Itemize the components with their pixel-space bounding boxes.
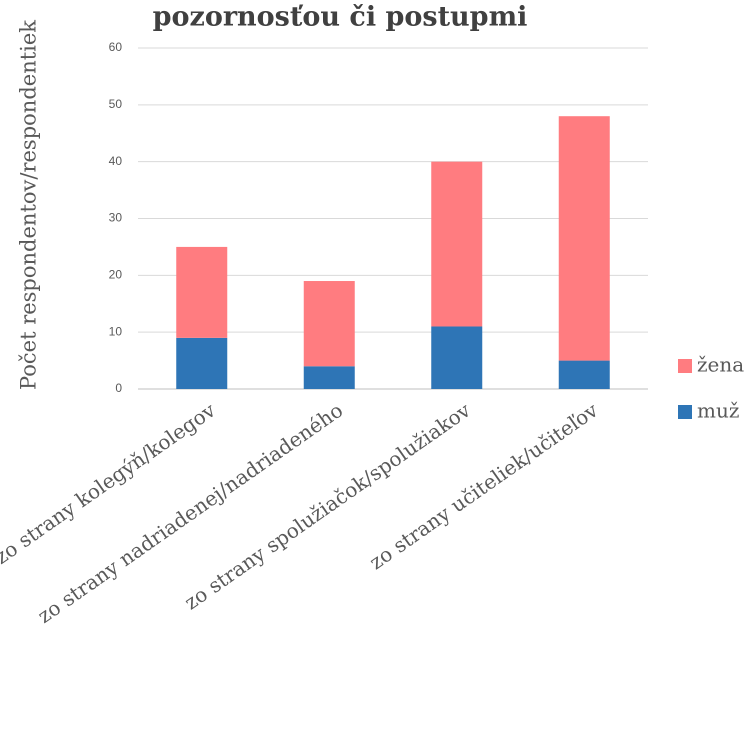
- y-tick-label: 60: [109, 40, 123, 54]
- x-tick-label: zo strany kolegýň/kolegov: [0, 398, 220, 569]
- bar-segment: [303, 366, 355, 389]
- bar-segment: [176, 337, 228, 389]
- y-tick-label: 30: [109, 211, 123, 225]
- legend-swatch: [678, 359, 692, 373]
- bar-segment: [558, 116, 610, 361]
- y-axis-label: Počet respondentov/respondentiek: [17, 20, 41, 390]
- legend-label: žena: [697, 353, 744, 377]
- bar-segment: [431, 161, 483, 327]
- legend-label: muž: [697, 399, 739, 423]
- bar-segment: [176, 246, 228, 338]
- x-tick-label: zo strany učiteliek/učiteľov: [365, 398, 603, 575]
- y-tick-label: 50: [109, 97, 123, 111]
- bar-segment: [303, 281, 355, 367]
- bar-segment: [558, 360, 610, 389]
- bar-segment: [431, 326, 483, 389]
- y-tick-label: 0: [115, 381, 122, 395]
- legend-swatch: [678, 405, 692, 419]
- chart-title: pozornosťou či postupmi: [153, 2, 528, 33]
- y-tick-label: 20: [109, 268, 123, 282]
- y-tick-label: 10: [109, 324, 123, 338]
- y-tick-label: 40: [109, 154, 123, 168]
